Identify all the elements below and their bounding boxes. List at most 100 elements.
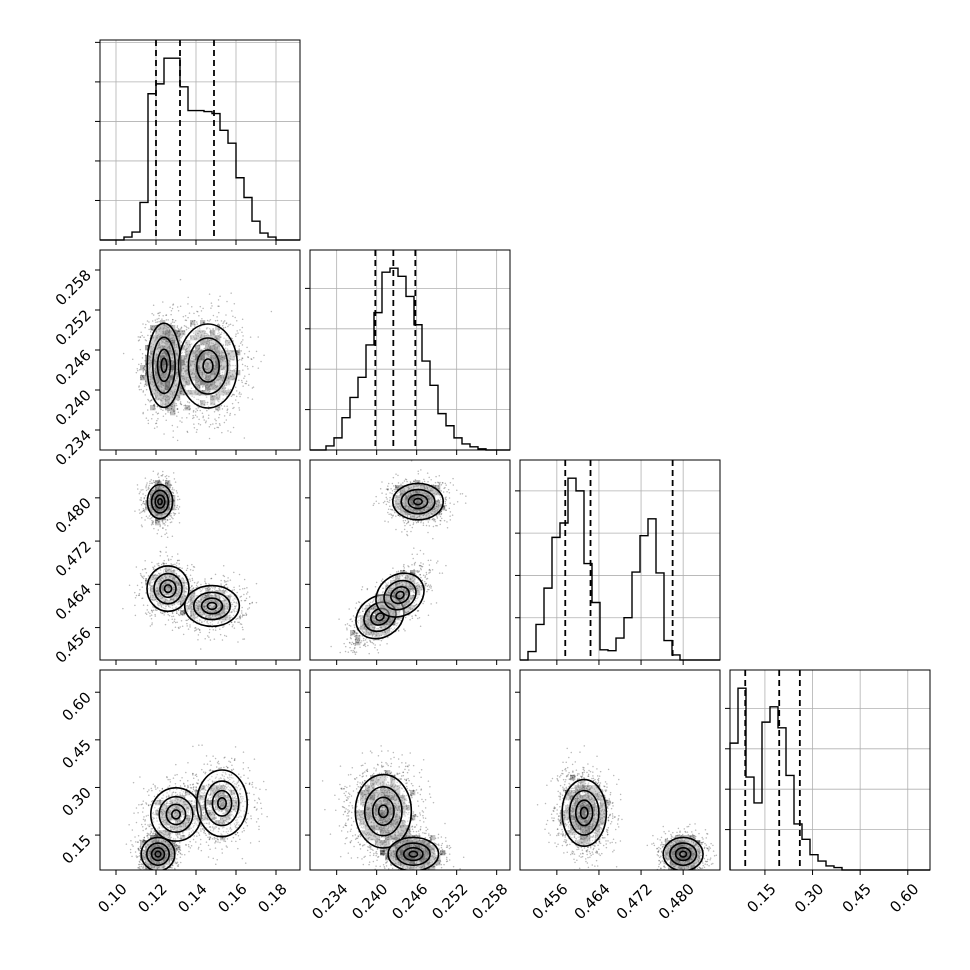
data-point (216, 338, 218, 341)
data-point (212, 395, 214, 398)
data-point (171, 321, 174, 323)
data-point (209, 384, 212, 387)
data-point (228, 359, 230, 362)
data-point (178, 328, 180, 331)
data-point (181, 369, 183, 371)
data-point (181, 417, 183, 419)
data-point (161, 345, 164, 348)
data-point (245, 382, 248, 385)
data-point (160, 381, 163, 384)
data-point (159, 399, 162, 401)
density-cell (165, 385, 171, 391)
data-point (205, 334, 207, 337)
data-point (242, 339, 244, 341)
data-point (165, 477, 168, 480)
data-point (163, 433, 165, 435)
data-point (198, 327, 201, 329)
data-point (171, 535, 174, 538)
data-point (181, 351, 183, 354)
data-point (160, 563, 163, 566)
data-point (189, 626, 191, 628)
data-point (166, 353, 168, 356)
data-point (195, 354, 197, 356)
data-point (251, 398, 254, 400)
data-point (194, 375, 197, 377)
data-point (165, 385, 168, 388)
data-point (221, 431, 223, 434)
data-point (205, 378, 208, 381)
data-point (179, 332, 182, 335)
data-point (161, 404, 163, 406)
data-point (161, 372, 164, 375)
data-point (198, 380, 200, 382)
data-point (163, 351, 166, 353)
data-point (163, 338, 165, 341)
data-point (157, 417, 159, 420)
data-point (184, 319, 187, 321)
data-point (147, 486, 150, 488)
data-point (180, 387, 182, 390)
data-point (202, 349, 204, 351)
data-point (176, 346, 178, 348)
data-point (199, 409, 201, 412)
data-point (180, 403, 182, 405)
data-point (165, 400, 167, 402)
data-point (199, 336, 201, 339)
data-point (225, 635, 228, 638)
data-point (180, 374, 183, 377)
data-point (172, 336, 174, 339)
data-point (216, 364, 218, 366)
data-point (237, 641, 239, 643)
density-cell (170, 390, 176, 396)
data-point (155, 372, 157, 375)
data-point (199, 369, 202, 372)
data-point (147, 488, 149, 491)
data-point (182, 384, 185, 387)
data-point (171, 341, 174, 344)
data-point (241, 357, 243, 359)
data-point (196, 393, 198, 395)
data-point (202, 416, 204, 419)
density-cell (170, 385, 176, 391)
data-point (168, 328, 171, 331)
data-point (152, 413, 154, 416)
density-cell (175, 330, 181, 336)
data-point (165, 388, 168, 391)
data-point (197, 403, 200, 405)
data-point (176, 375, 179, 377)
density-cell (190, 375, 196, 381)
data-point (152, 385, 155, 388)
data-point (174, 379, 177, 382)
density-cell (190, 390, 196, 396)
data-point (202, 385, 204, 388)
data-point (206, 403, 209, 405)
data-point (177, 355, 179, 357)
data-point (165, 403, 167, 405)
data-point (160, 340, 163, 342)
data-point (189, 580, 192, 582)
density-cell (175, 370, 181, 376)
data-point (202, 330, 204, 332)
density-cell (145, 380, 151, 386)
density-cell (160, 355, 166, 361)
data-point (191, 577, 194, 580)
data-point (162, 397, 165, 399)
data-point (232, 407, 234, 410)
data-point (241, 381, 243, 384)
data-point (166, 329, 168, 331)
data-point (179, 328, 182, 330)
data-point (240, 340, 243, 343)
data-point (206, 409, 208, 412)
data-point (181, 567, 183, 569)
data-point (142, 500, 145, 503)
data-point (167, 386, 170, 388)
data-point (185, 369, 188, 371)
data-point (213, 357, 215, 360)
data-point (178, 506, 181, 508)
data-point (189, 392, 192, 395)
data-point (170, 340, 172, 342)
data-point (156, 348, 158, 350)
data-point (220, 336, 222, 338)
data-point (174, 405, 176, 407)
